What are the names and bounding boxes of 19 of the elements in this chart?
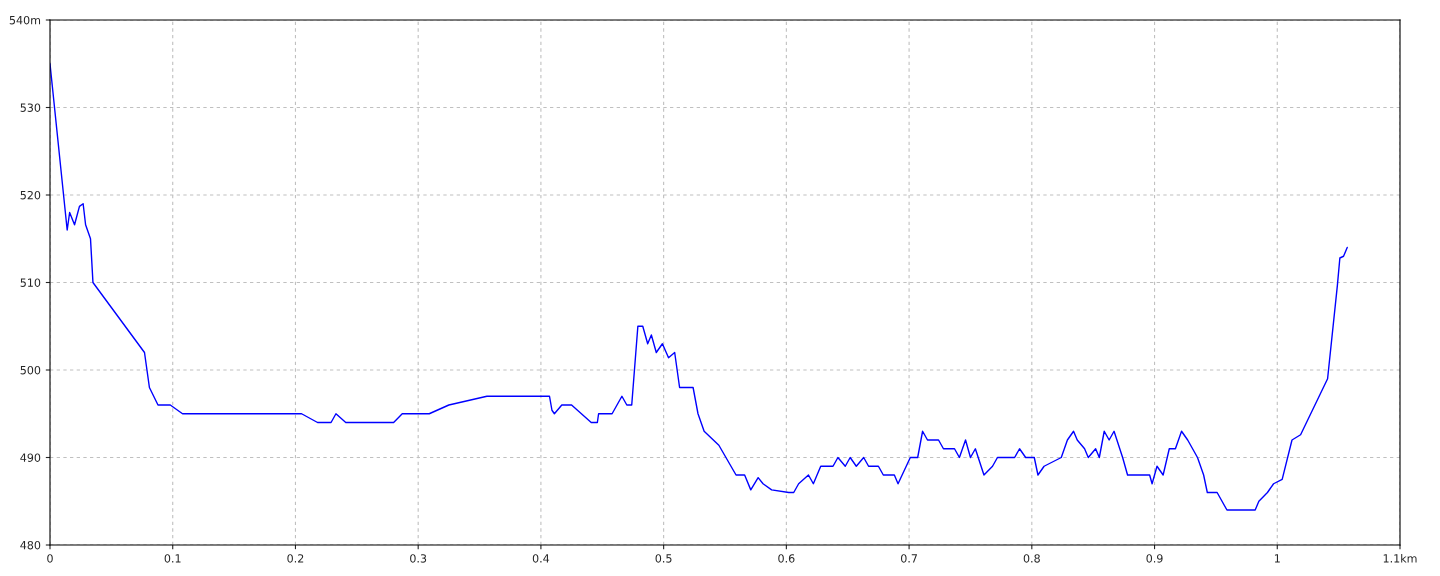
x-tick-label: 0.4: [532, 554, 550, 563]
x-tick-label: 0.1: [164, 554, 181, 563]
x-tick-label: 0.5: [655, 554, 672, 563]
x-tick-label: 0.3: [410, 554, 427, 563]
x-tick-label: 0: [47, 554, 53, 563]
x-tick-label: 1.1km: [1383, 554, 1417, 563]
y-tick-label: 530: [20, 103, 41, 112]
y-tick-label: 490: [20, 453, 41, 462]
x-tick-label: 0.8: [1023, 554, 1040, 563]
x-tick-label: 0.2: [287, 554, 304, 563]
y-tick-label: 510: [20, 278, 41, 287]
x-tick-label: 0.6: [778, 554, 795, 563]
x-tick-label: 0.9: [1146, 554, 1163, 563]
x-tick-label: 0.7: [900, 554, 917, 563]
y-tick-label: 520: [20, 190, 41, 200]
y-tick-label: 540m: [9, 15, 41, 25]
y-tick-label: 480: [20, 540, 41, 550]
y-tick-label: 500: [20, 365, 41, 375]
x-tick-label: 1: [1274, 554, 1280, 563]
